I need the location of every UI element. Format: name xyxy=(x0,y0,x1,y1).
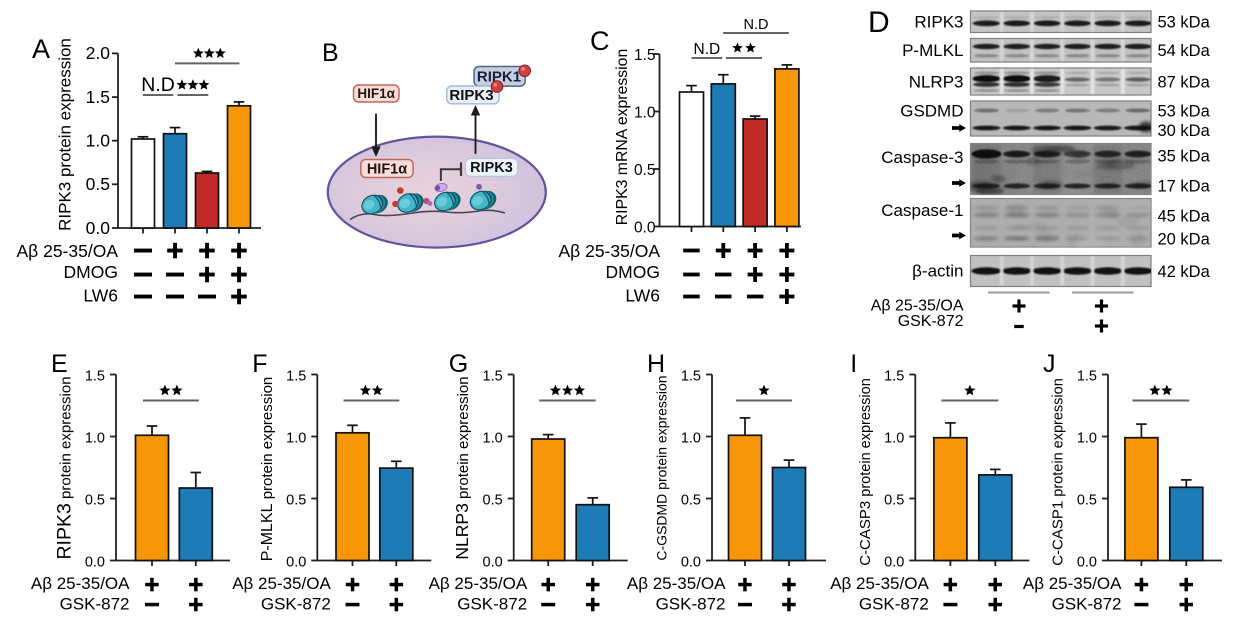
svg-text:0.0: 0.0 xyxy=(1077,554,1097,570)
svg-text:A: A xyxy=(32,34,50,64)
svg-text:1.5: 1.5 xyxy=(483,368,503,384)
svg-text:Aβ 25-35/OA: Aβ 25-35/OA xyxy=(558,241,660,261)
svg-text:DMOG: DMOG xyxy=(64,262,118,282)
svg-text:RIPK3 protein expression: RIPK3 protein expression xyxy=(54,376,76,559)
svg-text:GSDMD: GSDMD xyxy=(900,101,963,120)
svg-text:17 kDa: 17 kDa xyxy=(1158,177,1211,195)
svg-text:0.5: 0.5 xyxy=(86,174,110,194)
svg-text:42 kDa: 42 kDa xyxy=(1158,263,1211,281)
svg-text:Aβ 25-35/OA: Aβ 25-35/OA xyxy=(429,574,528,593)
svg-text:1.0: 1.0 xyxy=(286,430,306,446)
svg-text:53 kDa: 53 kDa xyxy=(1158,13,1211,31)
svg-text:RIPK3: RIPK3 xyxy=(470,160,513,176)
svg-text:2.0: 2.0 xyxy=(86,43,111,63)
svg-text:1.5: 1.5 xyxy=(85,368,105,384)
svg-text:0.5: 0.5 xyxy=(85,492,105,508)
svg-text:Aβ 25-35/OA: Aβ 25-35/OA xyxy=(16,241,118,261)
svg-text:Aβ 25-35/OA: Aβ 25-35/OA xyxy=(1023,574,1122,593)
svg-text:1.0: 1.0 xyxy=(86,131,111,151)
svg-text:NLRP3: NLRP3 xyxy=(909,72,964,91)
svg-text:J: J xyxy=(1043,350,1056,378)
svg-text:0.0: 0.0 xyxy=(86,218,111,238)
svg-text:Aβ 25-35/OA: Aβ 25-35/OA xyxy=(31,574,130,593)
svg-text:0.0: 0.0 xyxy=(681,554,701,570)
svg-text:C-GSDMD protein expression: C-GSDMD protein expression xyxy=(654,375,670,560)
svg-text:G: G xyxy=(449,350,468,378)
svg-text:1.5: 1.5 xyxy=(884,368,904,384)
svg-text:1.5: 1.5 xyxy=(286,368,306,384)
svg-text:0.5: 0.5 xyxy=(884,492,904,508)
svg-text:Aβ 25-35/OA: Aβ 25-35/OA xyxy=(871,298,964,315)
svg-text:N.D: N.D xyxy=(141,74,175,96)
svg-text:20 kDa: 20 kDa xyxy=(1158,230,1211,248)
svg-text:0.0: 0.0 xyxy=(286,554,306,570)
svg-text:B: B xyxy=(322,39,339,67)
svg-text:HIF1α: HIF1α xyxy=(357,86,395,101)
svg-text:1.0: 1.0 xyxy=(85,430,105,446)
svg-text:I: I xyxy=(850,350,857,378)
svg-text:0.0: 0.0 xyxy=(483,554,503,570)
svg-text:HIF1α: HIF1α xyxy=(367,161,407,177)
svg-text:Aβ 25-35/OA: Aβ 25-35/OA xyxy=(627,574,726,593)
svg-text:β-actin: β-actin xyxy=(912,261,963,280)
svg-text:H: H xyxy=(647,350,665,378)
svg-text:Aβ 25-35/OA: Aβ 25-35/OA xyxy=(830,574,929,593)
svg-text:GSK-872: GSK-872 xyxy=(656,595,726,614)
svg-text:0.0: 0.0 xyxy=(884,554,904,570)
svg-text:53 kDa: 53 kDa xyxy=(1158,102,1211,120)
svg-text:87 kDa: 87 kDa xyxy=(1158,73,1211,91)
svg-text:1.5: 1.5 xyxy=(86,87,110,107)
svg-text:Caspase-1: Caspase-1 xyxy=(881,201,963,220)
svg-text:NLRP3 protein expression: NLRP3 protein expression xyxy=(452,376,472,559)
svg-text:F: F xyxy=(252,350,267,378)
svg-text:DMOG: DMOG xyxy=(606,262,660,282)
svg-text:0.5: 0.5 xyxy=(483,492,503,508)
svg-text:0.0: 0.0 xyxy=(634,219,656,236)
svg-text:GSK-872: GSK-872 xyxy=(1052,595,1122,614)
svg-text:45 kDa: 45 kDa xyxy=(1158,207,1211,225)
svg-text:C: C xyxy=(590,26,610,56)
svg-text:LW6: LW6 xyxy=(83,286,118,306)
svg-text:35 kDa: 35 kDa xyxy=(1158,147,1211,165)
svg-text:30 kDa: 30 kDa xyxy=(1158,122,1211,140)
svg-text:C-CASP1 protein expression: C-CASP1 protein expression xyxy=(1050,378,1067,566)
svg-text:GSK-872: GSK-872 xyxy=(859,595,929,614)
svg-text:C-CASP3 protein expression: C-CASP3 protein expression xyxy=(857,378,874,566)
svg-text:1.5: 1.5 xyxy=(1077,368,1097,384)
svg-text:1.5: 1.5 xyxy=(681,368,701,384)
svg-text:1.0: 1.0 xyxy=(1077,430,1097,446)
svg-text:E: E xyxy=(51,350,68,378)
svg-text:GSK-872: GSK-872 xyxy=(60,595,130,614)
svg-text:1.0: 1.0 xyxy=(483,430,503,446)
svg-text:GSK-872: GSK-872 xyxy=(261,595,331,614)
svg-text:1.0: 1.0 xyxy=(884,430,904,446)
svg-text:GSK-872: GSK-872 xyxy=(898,313,964,330)
svg-text:RIPK3 mRNA expression: RIPK3 mRNA expression xyxy=(614,49,631,225)
svg-text:N.D: N.D xyxy=(694,41,721,58)
svg-text:RIPK1: RIPK1 xyxy=(477,69,521,86)
svg-text:Aβ 25-35/OA: Aβ 25-35/OA xyxy=(232,574,331,593)
svg-text:RIPK3: RIPK3 xyxy=(449,87,493,104)
svg-text:P-MLKL: P-MLKL xyxy=(902,41,963,60)
svg-text:0.0: 0.0 xyxy=(85,554,105,570)
svg-text:LW6: LW6 xyxy=(625,286,660,306)
svg-text:RIPK3 protein expression: RIPK3 protein expression xyxy=(56,38,75,231)
svg-text:0.5: 0.5 xyxy=(681,492,701,508)
svg-text:54 kDa: 54 kDa xyxy=(1158,42,1211,60)
svg-text:1.0: 1.0 xyxy=(681,430,701,446)
svg-text:P-MLKL protein expression: P-MLKL protein expression xyxy=(259,377,276,562)
svg-text:RIPK3: RIPK3 xyxy=(914,12,963,31)
svg-text:Caspase-3: Caspase-3 xyxy=(881,148,963,167)
svg-text:GSK-872: GSK-872 xyxy=(457,595,527,614)
svg-text:0.5: 0.5 xyxy=(1077,492,1097,508)
svg-text:1.5: 1.5 xyxy=(634,47,656,64)
svg-text:N.D: N.D xyxy=(744,17,769,33)
svg-text:0.5: 0.5 xyxy=(286,492,306,508)
svg-text:D: D xyxy=(868,6,890,39)
svg-text:0.5: 0.5 xyxy=(634,162,656,179)
svg-text:1.0: 1.0 xyxy=(634,104,656,121)
